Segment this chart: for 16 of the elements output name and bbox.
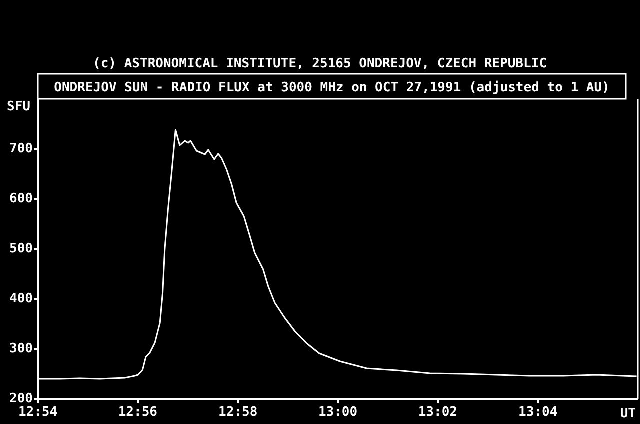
- chart-title: ONDREJOV SUN - RADIO FLUX at 3000 MHz on OCT 27,1991 (adjusted to 1 AU): [54, 80, 610, 96]
- y-tick-label: 200: [10, 391, 34, 406]
- y-tick-label: 500: [10, 241, 34, 256]
- x-axis-title: UT: [620, 406, 636, 422]
- y-axis-title: SFU: [7, 99, 31, 114]
- x-tick-label: 13:02: [418, 405, 458, 420]
- x-tick-label: 13:00: [318, 405, 358, 420]
- x-tick-label: 12:58: [218, 405, 258, 420]
- x-tick-label: 12:54: [18, 405, 58, 420]
- y-tick-label: 400: [10, 291, 34, 306]
- x-tick-label: 12:56: [118, 405, 158, 420]
- x-tick-label: 13:04: [518, 405, 558, 420]
- text: (c) ASTRONOMICAL INSTITUTE, 25165 ONDREJOV, CZECH REPUBLIC: [93, 56, 547, 72]
- y-tick-label: 300: [10, 341, 34, 356]
- y-tick-label: 700: [10, 141, 34, 156]
- y-tick-label: 600: [10, 191, 34, 206]
